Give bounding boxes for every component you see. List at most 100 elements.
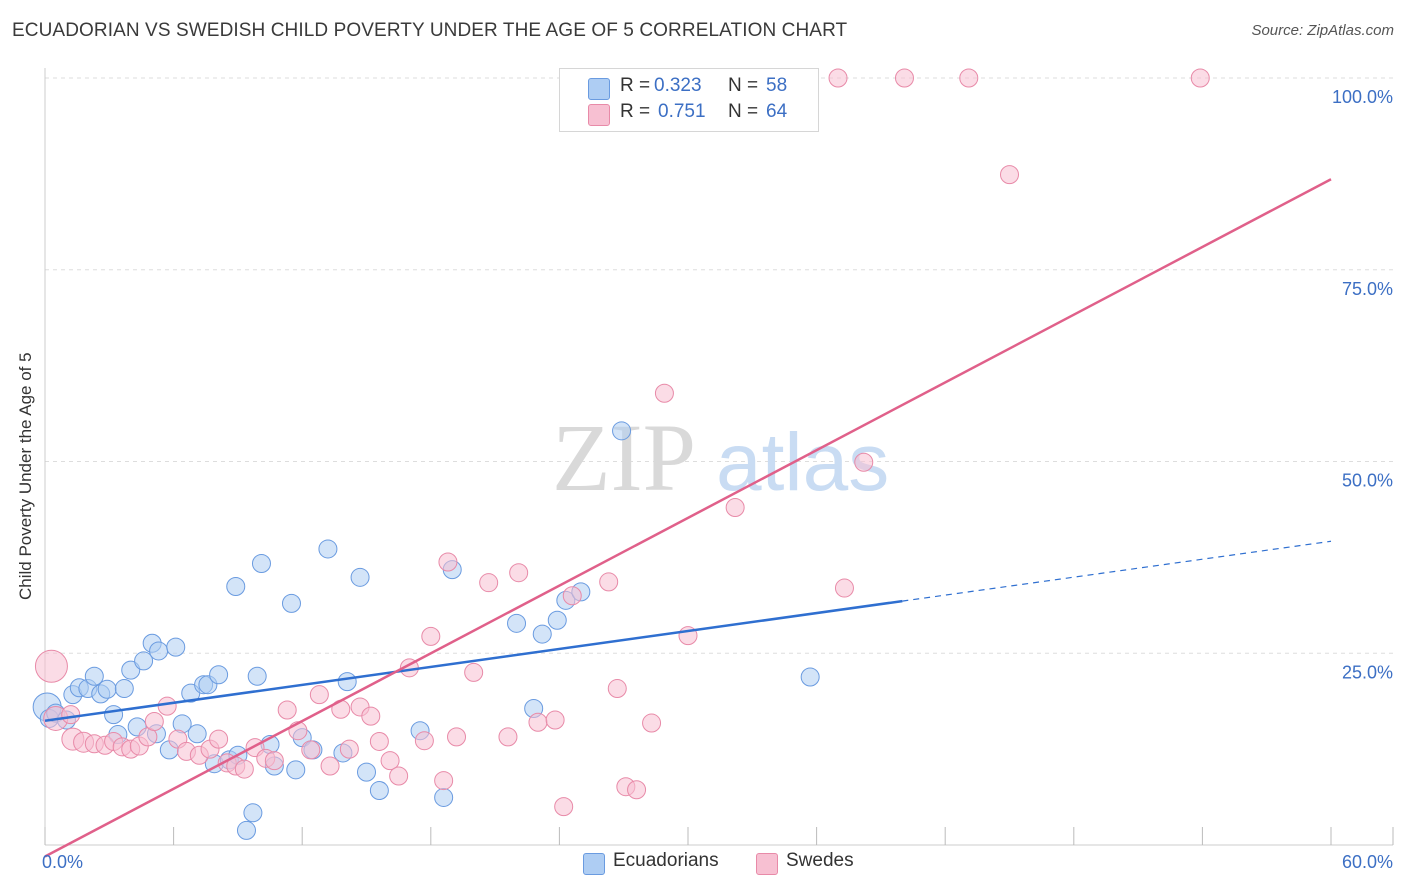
tick-labels: 25.0% 50.0% 75.0% 100.0% 0.0% 60.0%	[42, 87, 1393, 872]
legend-n-label: N =	[728, 101, 759, 122]
data-point	[642, 713, 662, 733]
data-point	[337, 672, 357, 692]
data-point	[654, 383, 674, 403]
data-point	[438, 552, 458, 572]
data-point	[959, 68, 979, 88]
legend-r-value: 0.323	[654, 75, 702, 96]
data-point	[209, 729, 229, 749]
data-point	[309, 685, 329, 705]
data-point	[318, 539, 338, 559]
legend-n-value: 58	[766, 75, 788, 96]
data-point	[389, 766, 409, 786]
data-point	[97, 679, 117, 699]
data-point	[320, 756, 340, 776]
data-point	[547, 610, 567, 630]
data-point	[507, 613, 527, 633]
data-point	[800, 667, 820, 687]
x-tick-label: 0.0%	[42, 852, 83, 872]
trend-line-ecuadorians-projection	[902, 540, 1332, 602]
data-point	[121, 660, 141, 680]
y-tick-label: 50.0%	[1342, 471, 1393, 491]
data-point	[421, 626, 441, 646]
data-point	[627, 780, 647, 800]
data-point	[1190, 68, 1210, 88]
data-point	[725, 498, 745, 518]
data-point	[236, 820, 256, 840]
data-point	[834, 578, 854, 598]
source-label: Source: ZipAtlas.com	[1251, 22, 1394, 39]
legend-swatch-swedes	[756, 853, 778, 875]
data-point	[479, 573, 499, 593]
data-point	[247, 666, 267, 686]
data-point	[562, 586, 582, 606]
data-points	[32, 68, 1210, 840]
data-point	[277, 700, 297, 720]
legend-n-label: N =	[728, 75, 759, 96]
data-point	[61, 705, 81, 725]
data-point	[447, 727, 467, 747]
data-point	[612, 421, 632, 441]
data-point	[545, 710, 565, 730]
data-point	[532, 624, 552, 644]
data-point	[114, 679, 134, 699]
data-point	[339, 739, 359, 759]
data-point	[380, 751, 400, 771]
data-point	[828, 68, 848, 88]
data-point	[554, 797, 574, 817]
data-point	[187, 724, 207, 744]
data-point	[234, 759, 254, 779]
trend-lines	[44, 178, 1332, 858]
legend-r-value: 0.751	[658, 101, 706, 122]
data-point	[599, 572, 619, 592]
legend-swatch-ecuadorians	[583, 853, 605, 875]
data-point	[301, 740, 321, 760]
data-point	[854, 452, 874, 472]
data-point	[104, 705, 124, 725]
data-point	[498, 727, 518, 747]
data-point	[226, 577, 246, 597]
data-point	[509, 563, 529, 583]
data-point	[34, 649, 68, 683]
data-point	[209, 665, 229, 685]
data-point	[607, 679, 627, 699]
data-point	[166, 637, 186, 657]
data-point	[357, 762, 376, 782]
x-tick-label: 60.0%	[1342, 852, 1393, 872]
data-point	[434, 771, 454, 791]
trend-line-swedes	[44, 178, 1332, 858]
data-point	[350, 567, 370, 587]
data-point	[361, 706, 381, 726]
data-point	[157, 696, 177, 716]
legend-swatch-ecuadorians	[588, 78, 610, 100]
data-point	[528, 712, 548, 732]
data-point	[281, 593, 301, 613]
y-tick-label: 100.0%	[1332, 87, 1393, 107]
legend-r-label: R =	[620, 101, 651, 122]
legend-label-swedes: Swedes	[786, 850, 854, 871]
data-point	[369, 731, 389, 751]
y-tick-label: 75.0%	[1342, 279, 1393, 299]
trend-line-ecuadorians	[44, 599, 903, 722]
data-point	[144, 712, 164, 732]
data-point	[414, 731, 434, 751]
correlation-legend: R = 0.323 N = 58 R = 0.751 N = 64	[559, 68, 819, 132]
data-point	[84, 666, 104, 686]
data-point	[134, 651, 154, 671]
watermark-zip: ZIP	[552, 404, 696, 511]
data-point	[1000, 165, 1019, 185]
data-point	[264, 751, 284, 771]
grid-lines	[45, 77, 1393, 654]
data-point	[149, 641, 169, 661]
data-point	[369, 781, 389, 801]
legend-r-label: R =	[620, 75, 651, 96]
data-point	[434, 787, 454, 807]
legend-n-value: 64	[766, 101, 788, 122]
legend-label-ecuadorians: Ecuadorians	[613, 850, 719, 871]
data-point	[286, 760, 306, 780]
chart-title: ECUADORIAN VS SWEDISH CHILD POVERTY UNDE…	[12, 20, 848, 41]
data-point	[243, 803, 263, 823]
data-point	[464, 662, 484, 682]
data-point	[894, 68, 914, 88]
watermark: ZIP atlas	[552, 404, 889, 511]
